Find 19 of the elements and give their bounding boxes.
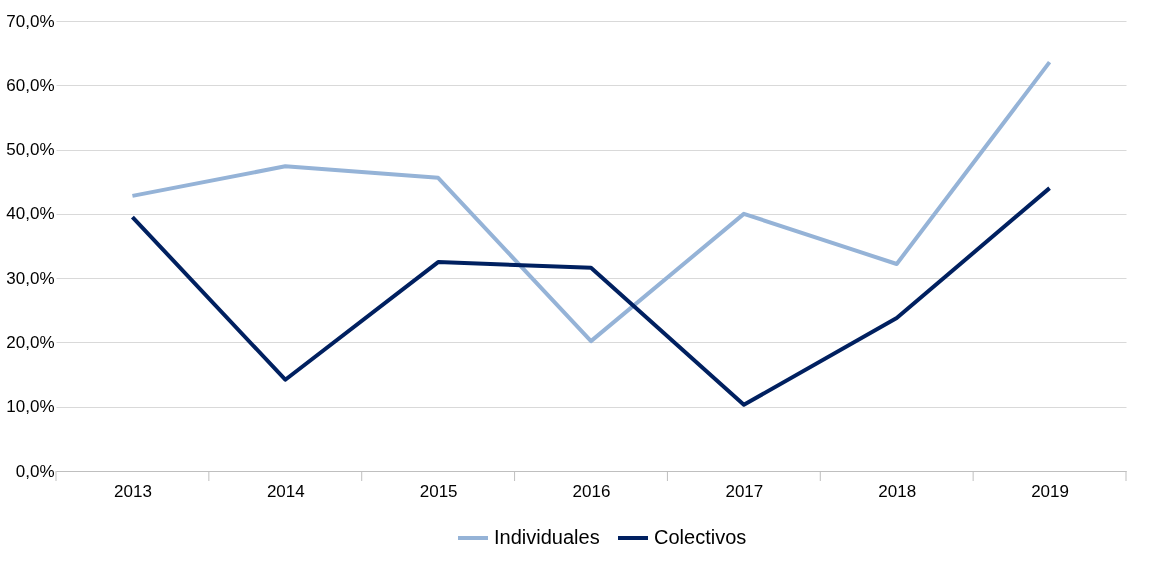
x-tick-label: 2016	[572, 481, 611, 501]
x-tick-label: 2015	[419, 481, 458, 501]
x-tick-label: 2018	[878, 481, 917, 501]
line-series	[130, 60, 1052, 344]
x-tick-label: 2017	[725, 481, 764, 501]
line-series	[130, 186, 1052, 407]
x-tick-label: 2014	[266, 481, 305, 501]
legend-label: Colectivos	[654, 526, 747, 548]
y-tick-label: 60,0%	[6, 75, 55, 95]
y-tick-label: 0,0%	[15, 461, 55, 481]
x-tick-label: 2013	[114, 481, 152, 501]
y-tick-label: 20,0%	[6, 332, 55, 352]
y-tick-label: 40,0%	[6, 204, 55, 224]
x-tick-label: 2019	[1031, 481, 1069, 501]
legend-label: Individuales	[494, 526, 600, 548]
y-tick-label: 70,0%	[6, 11, 55, 31]
y-tick-label: 50,0%	[6, 140, 55, 160]
y-tick-label: 10,0%	[6, 397, 55, 417]
y-tick-label: 30,0%	[6, 268, 55, 288]
